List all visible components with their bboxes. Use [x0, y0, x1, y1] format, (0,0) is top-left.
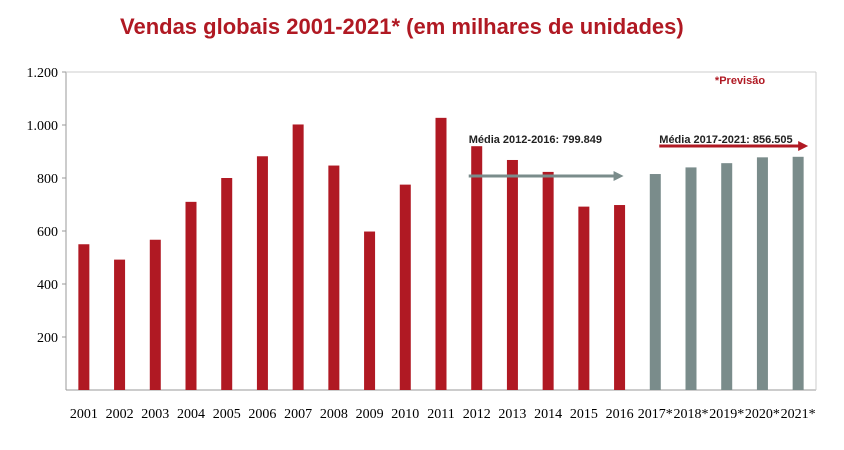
x-tick-labels: 2001 2002 2003 2004 2005 2006 2007 2008 2009 2010…: [70, 407, 816, 422]
x-tick-2017*: 2017*: [638, 407, 673, 422]
forecast-note: *Previsão: [715, 75, 765, 87]
bar-2012: [471, 146, 483, 390]
x-tick-2007: 2007: [284, 407, 312, 422]
avg-2017-2021-label: Média 2017-2021: 856.505: [659, 134, 792, 146]
x-tick-2001: 2001: [70, 407, 98, 422]
bar-2020*: [756, 157, 768, 390]
x-tick-2003: 2003: [141, 407, 169, 422]
x-tick-2020*: 2020*: [745, 407, 780, 422]
x-tick-2009: 2009: [356, 407, 384, 422]
bar-2003: [149, 239, 161, 390]
bar-2007: [292, 124, 304, 390]
bar-2017*: [649, 174, 661, 390]
x-tick-2014: 2014: [534, 407, 562, 422]
x-tick-2013: 2013: [498, 407, 526, 422]
x-tick-2012: 2012: [463, 407, 491, 422]
x-tick-2004: 2004: [177, 407, 205, 422]
bar-2015: [578, 206, 590, 390]
bar-2016: [614, 205, 626, 390]
x-tick-2016: 2016: [606, 407, 634, 422]
bar-2021*: [792, 156, 804, 390]
y-tick-1.000: 1.000: [27, 119, 59, 134]
x-tick-2018*: 2018*: [674, 407, 709, 422]
y-tick-labels: 1.200 1.000 800 600 400 200: [27, 66, 66, 346]
x-tick-2011: 2011: [427, 407, 454, 422]
x-tick-2019*: 2019*: [709, 407, 744, 422]
x-tick-2005: 2005: [213, 407, 241, 422]
avg-2012-2016-arrow-head: [613, 171, 624, 182]
bar-2004: [185, 201, 197, 390]
x-tick-2010: 2010: [391, 407, 419, 422]
bar-2013: [506, 159, 518, 390]
avg-2012-2016-label: Média 2012-2016: 799.849: [469, 134, 602, 146]
bar-2002: [114, 259, 126, 390]
y-tick-800: 800: [37, 172, 58, 187]
x-tick-2015: 2015: [570, 407, 598, 422]
bar-2010: [399, 184, 411, 390]
x-tick-2021*: 2021*: [781, 407, 816, 422]
bars: [78, 117, 804, 390]
y-tick-1.200: 1.200: [27, 66, 59, 81]
bar-2018*: [685, 167, 697, 390]
x-tick-2008: 2008: [320, 407, 348, 422]
y-tick-200: 200: [37, 331, 58, 346]
x-tick-2002: 2002: [106, 407, 134, 422]
x-tick-2006: 2006: [248, 407, 276, 422]
bar-2011: [435, 117, 447, 390]
y-tick-600: 600: [37, 225, 58, 240]
bar-2009: [364, 231, 376, 390]
chart-title: Vendas globais 2001-2021* (em milhares d…: [120, 14, 684, 39]
bar-2006: [256, 156, 268, 390]
bar-2019*: [721, 163, 733, 390]
y-tick-400: 400: [37, 278, 58, 293]
avg-2017-2021-arrow-head: [798, 141, 809, 152]
bar-2001: [78, 244, 90, 390]
annotations: *Previsão Média 2012-2016: 799.849 Média 2…: [468, 75, 809, 182]
bar-2008: [328, 165, 340, 390]
bar-2005: [221, 178, 233, 390]
bar-2014: [542, 171, 554, 390]
